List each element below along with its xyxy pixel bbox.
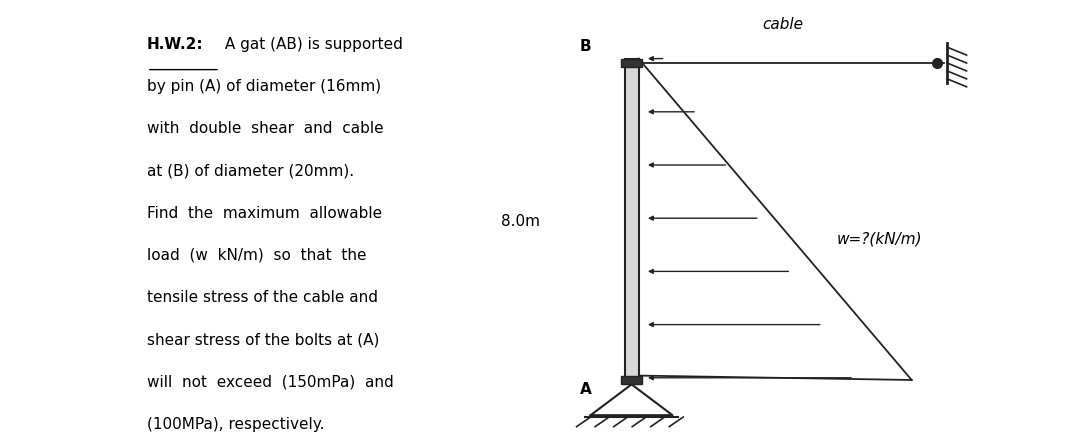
Bar bbox=[621, 376, 643, 385]
Text: with  double  shear  and  cable: with double shear and cable bbox=[147, 121, 383, 136]
Text: w=?(kN/m): w=?(kN/m) bbox=[836, 232, 922, 247]
Text: will  not  exceed  (150mPa)  and: will not exceed (150mPa) and bbox=[147, 375, 393, 390]
Bar bbox=[621, 58, 643, 67]
Text: (100MPa), respectively.: (100MPa), respectively. bbox=[147, 417, 324, 432]
Text: A gat (AB) is supported: A gat (AB) is supported bbox=[220, 37, 403, 51]
Polygon shape bbox=[591, 385, 673, 415]
Bar bbox=[624, 58, 638, 385]
Text: tensile stress of the cable and: tensile stress of the cable and bbox=[147, 290, 378, 305]
Text: at (B) of diameter (20mm).: at (B) of diameter (20mm). bbox=[147, 163, 354, 179]
Text: H.W.2:: H.W.2: bbox=[147, 37, 203, 51]
Text: shear stress of the bolts at (A): shear stress of the bolts at (A) bbox=[147, 332, 379, 347]
Text: 8.0m: 8.0m bbox=[501, 214, 540, 229]
Text: A: A bbox=[580, 382, 592, 397]
Text: by pin (A) of diameter (16mm): by pin (A) of diameter (16mm) bbox=[147, 79, 381, 94]
Text: Find  the  maximum  allowable: Find the maximum allowable bbox=[147, 206, 382, 221]
Text: load  (w  kN/m)  so  that  the: load (w kN/m) so that the bbox=[147, 248, 366, 263]
Text: cable: cable bbox=[761, 17, 802, 32]
Text: B: B bbox=[580, 39, 592, 54]
